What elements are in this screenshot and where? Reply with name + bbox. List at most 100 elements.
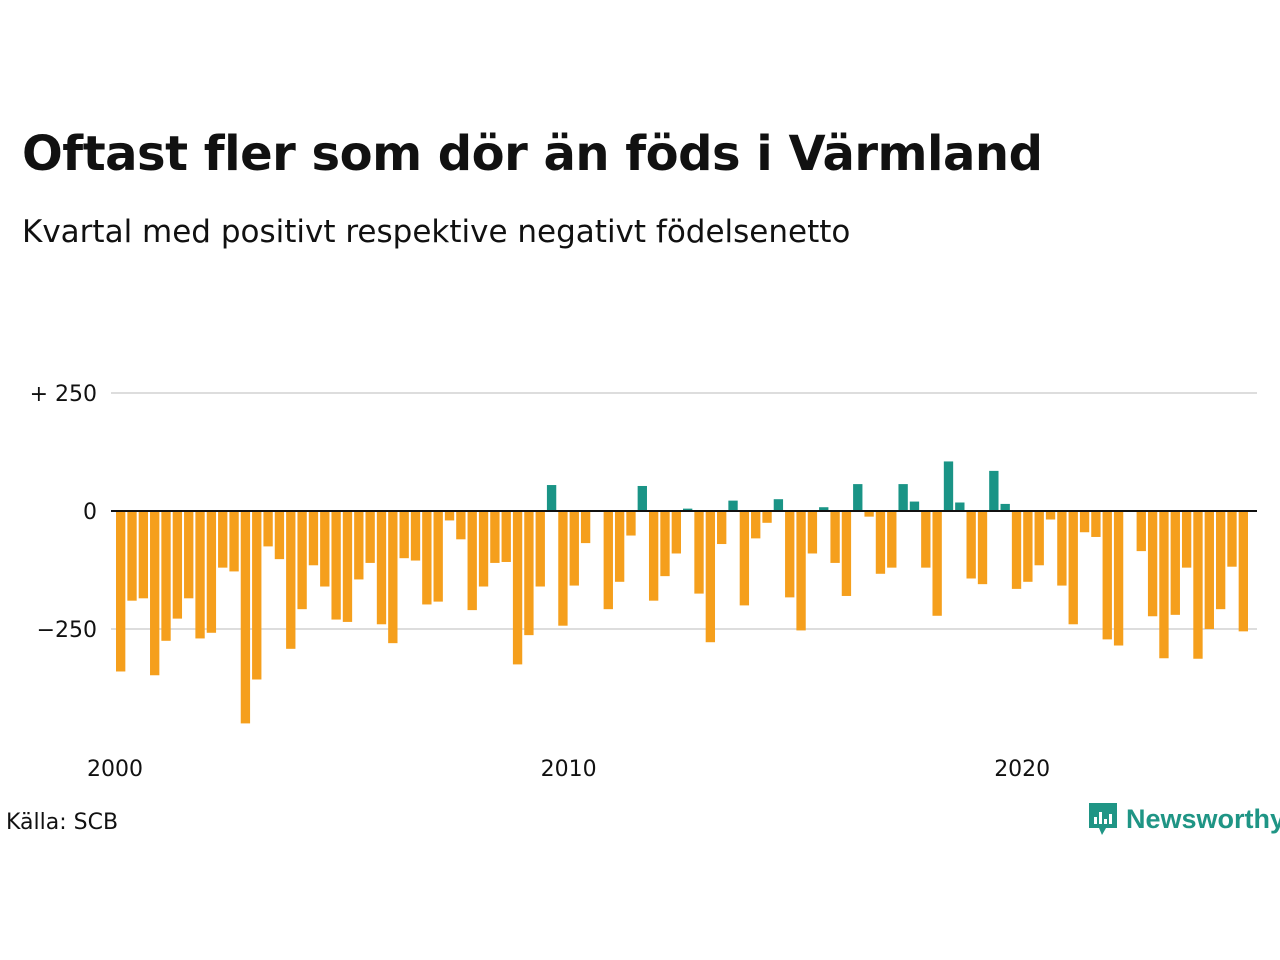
- bar-negative: [218, 511, 228, 568]
- bar-negative: [921, 511, 931, 568]
- brand-name: Newsworthy: [1126, 803, 1280, 834]
- bar-negative: [1068, 511, 1078, 625]
- bar-negative: [388, 511, 398, 644]
- bar-positive: [943, 461, 954, 511]
- bar-positive: [909, 501, 920, 511]
- bar-negative: [887, 511, 897, 568]
- bar-negative: [739, 511, 750, 606]
- bar-negative: [751, 511, 761, 539]
- bar-negative: [490, 511, 500, 563]
- bar-negative: [864, 511, 874, 517]
- bar-negative: [263, 511, 273, 547]
- y-tick-label: 0: [83, 500, 97, 525]
- bar-negative: [796, 511, 806, 631]
- bar-negative: [138, 511, 149, 599]
- x-tick-label: 2010: [541, 757, 597, 780]
- bar-negative: [184, 511, 194, 599]
- chart-subtitle: Kvartal med positivt respektive negativt…: [22, 214, 851, 250]
- bar-positive: [637, 485, 647, 511]
- bar-negative: [354, 511, 364, 580]
- bar-negative: [297, 511, 307, 610]
- bar-negative: [1147, 511, 1158, 617]
- bar-negative: [1113, 511, 1124, 646]
- bar-positive: [546, 485, 557, 511]
- brand-logo: Newsworthy: [1088, 802, 1280, 836]
- bar-negative: [1079, 511, 1090, 533]
- bar-negative: [569, 511, 579, 586]
- x-tick-label: 2020: [994, 757, 1050, 780]
- bar-negative: [1057, 511, 1067, 586]
- bar-positive: [683, 508, 693, 511]
- bar-negative: [1181, 511, 1192, 568]
- bar-negative: [603, 511, 613, 610]
- bar-positive: [955, 502, 965, 511]
- bar-negative: [932, 511, 942, 616]
- bar-negative: [1238, 511, 1248, 632]
- bar-negative: [172, 511, 183, 619]
- bar-negative: [1159, 511, 1169, 659]
- bar-negative: [422, 511, 432, 605]
- bar-negative: [966, 511, 976, 579]
- bar-chart: + 250 0 −250 2000 2010 2020: [30, 382, 1257, 780]
- bar-negative: [1102, 511, 1112, 640]
- bar-positive: [728, 500, 738, 511]
- x-axis-ticks: 2000 2010 2020: [87, 757, 1050, 780]
- bar-positive: [853, 484, 863, 511]
- bar-negative: [1045, 511, 1056, 520]
- bar-negative: [501, 511, 511, 562]
- bar-negative: [308, 511, 319, 566]
- x-tick-label: 2000: [87, 757, 143, 780]
- bar-negative: [580, 511, 591, 544]
- bar-negative: [467, 511, 477, 611]
- bar-negative: [660, 511, 670, 577]
- bar-negative: [717, 511, 727, 545]
- bar-negative: [161, 511, 171, 641]
- bar-negative: [830, 511, 840, 563]
- bar-negative: [206, 511, 217, 633]
- bar-negative: [671, 511, 681, 554]
- bar-negative: [535, 511, 545, 587]
- newsworthy-logo-icon: [1089, 803, 1117, 835]
- bar-positive: [989, 470, 999, 511]
- bar-negative: [1034, 511, 1044, 566]
- bar-negative: [807, 511, 818, 554]
- bar-negative: [478, 511, 489, 587]
- bar-negative: [614, 511, 625, 582]
- y-tick-label: + 250: [30, 382, 97, 407]
- source-note: Källa: SCB: [6, 810, 119, 835]
- bar-negative: [875, 511, 886, 574]
- bar-negative: [365, 511, 375, 563]
- bar-negative: [524, 511, 534, 636]
- gridlines: [111, 392, 1257, 630]
- bar-negative: [558, 511, 568, 626]
- bar-negative: [512, 511, 523, 665]
- bar-positive: [819, 507, 829, 511]
- bar-negative: [456, 511, 466, 540]
- bar-negative: [331, 511, 341, 620]
- bar-negative: [286, 511, 296, 649]
- bar-negative: [705, 511, 716, 643]
- bar-negative: [444, 511, 455, 521]
- bar-negative: [240, 511, 251, 724]
- bar-negative: [1011, 511, 1022, 589]
- bar-negative: [841, 511, 852, 596]
- bar-negative: [410, 511, 421, 561]
- bar-negative: [1215, 511, 1226, 610]
- bar-negative: [399, 511, 409, 559]
- bar-negative: [127, 511, 137, 601]
- bar-negative: [1204, 511, 1214, 629]
- bar-negative: [274, 511, 285, 560]
- bars: [116, 461, 1248, 724]
- bar-negative: [977, 511, 988, 585]
- bar-negative: [785, 511, 795, 598]
- bar-negative: [1227, 511, 1237, 567]
- bar-negative: [626, 511, 636, 536]
- bar-positive: [1000, 503, 1010, 511]
- bar-negative: [320, 511, 330, 587]
- chart-title: Oftast fler som dör än föds i Värmland: [22, 126, 1043, 182]
- bar-positive: [898, 484, 908, 511]
- bar-negative: [694, 511, 704, 594]
- bar-negative: [195, 511, 205, 639]
- bar-negative: [1193, 511, 1203, 659]
- bar-negative: [1023, 511, 1033, 582]
